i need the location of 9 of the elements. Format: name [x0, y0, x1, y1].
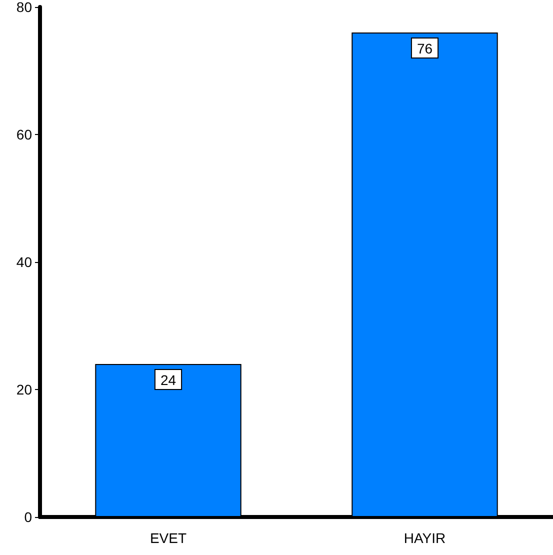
y-tick-label: 40	[16, 254, 32, 270]
data-label: 76	[416, 40, 433, 56]
x-tick-label: HAYIR	[404, 530, 446, 546]
y-tick-label: 0	[24, 509, 32, 525]
x-tick-label: EVET	[150, 530, 187, 546]
y-tick-label: 60	[16, 126, 32, 142]
y-tick-label: 20	[16, 382, 32, 398]
y-tick-label: 80	[16, 0, 32, 15]
data-label: 24	[160, 372, 176, 388]
